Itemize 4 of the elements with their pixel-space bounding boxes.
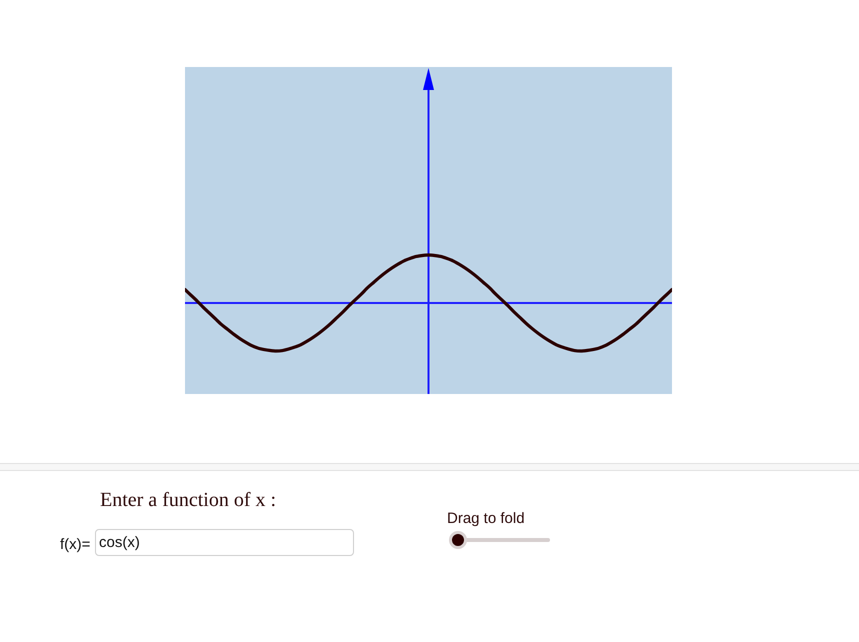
text: f(x)= xyxy=(60,536,90,553)
text: Enter a function of x : xyxy=(100,489,276,511)
text: Drag to fold xyxy=(447,510,525,527)
text-field: cos(x) xyxy=(95,529,354,556)
